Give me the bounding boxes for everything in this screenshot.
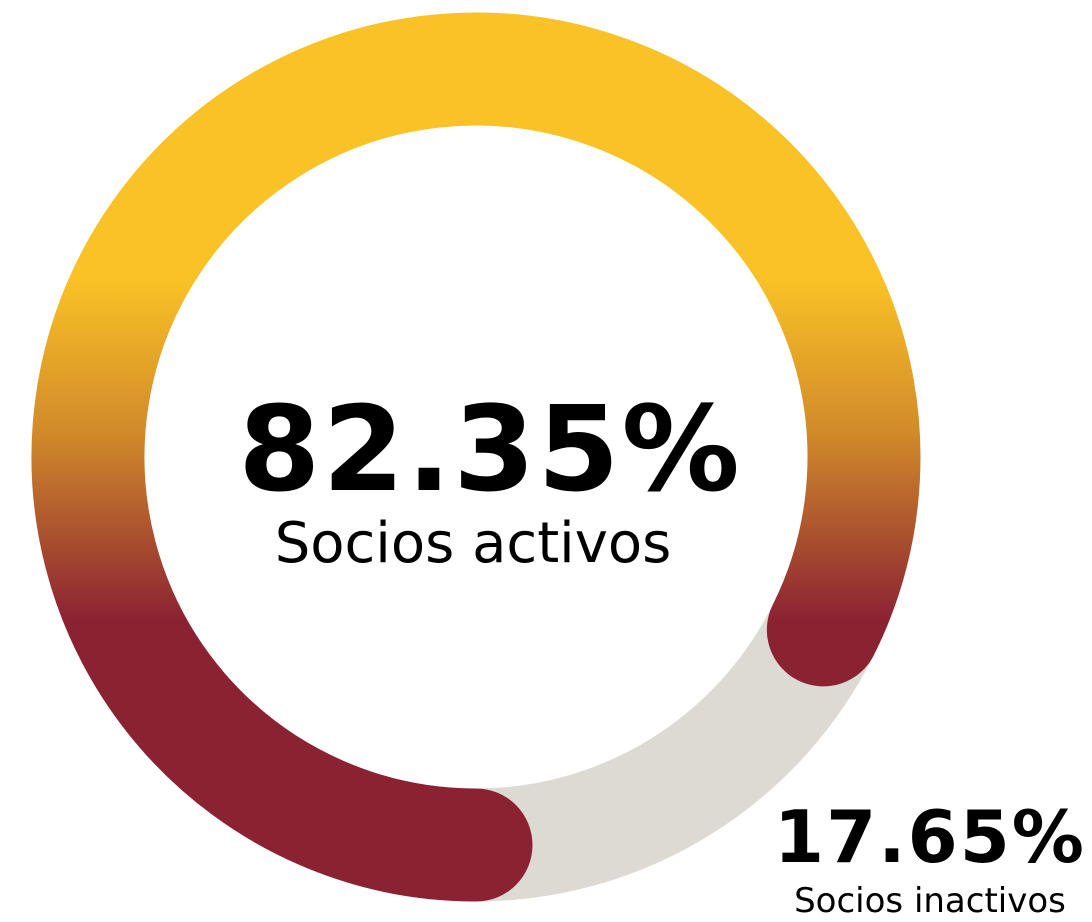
donut-arcs xyxy=(31,12,921,902)
active-arc xyxy=(31,12,921,902)
main-value-label: 82.35% xyxy=(238,380,741,518)
main-category-label: Socios activos xyxy=(275,511,672,576)
secondary-category-label: Socios inactivos xyxy=(794,881,1066,921)
inactive-arc xyxy=(475,604,874,902)
secondary-value-label: 17.65% xyxy=(774,795,1086,879)
